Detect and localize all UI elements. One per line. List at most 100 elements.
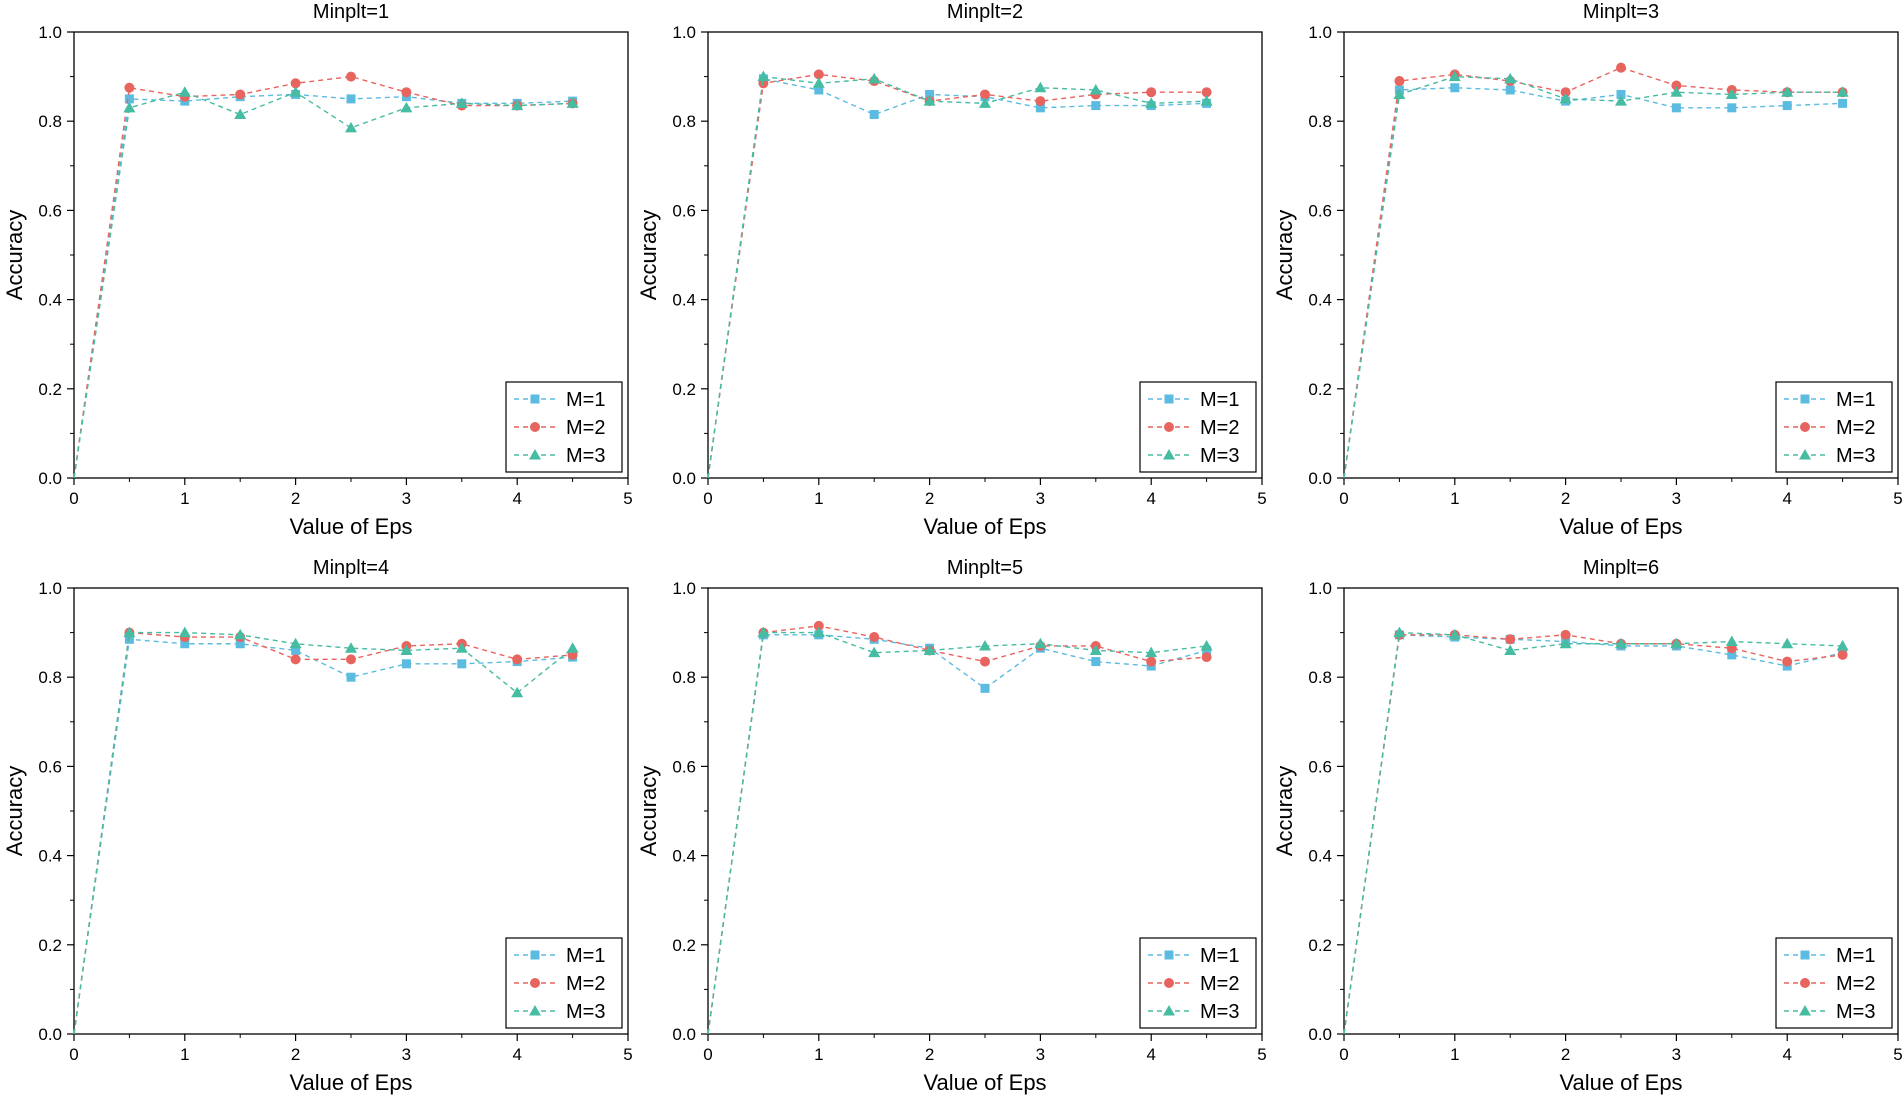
series-M=2 [73, 627, 578, 1035]
y-tick-label: 0.6 [672, 757, 696, 776]
data-point [1505, 85, 1515, 95]
data-point [979, 639, 991, 651]
x-tick-label: 4 [1146, 489, 1155, 508]
y-tick-label: 0.2 [672, 380, 696, 399]
legend-marker [1163, 449, 1175, 460]
data-point [290, 78, 301, 89]
data-point [869, 110, 879, 120]
series-line [707, 631, 1207, 1035]
y-tick-label: 0.0 [38, 469, 62, 488]
x-tick-label: 3 [1672, 1045, 1681, 1064]
data-point [1560, 629, 1571, 640]
series-M=3 [73, 86, 579, 479]
data-point [1145, 97, 1158, 108]
data-point [1146, 656, 1157, 667]
data-point [1504, 644, 1517, 655]
y-tick-label: 0.4 [38, 291, 62, 310]
series-line [73, 93, 573, 479]
series-M=3 [707, 70, 1213, 479]
data-point [1727, 650, 1737, 660]
y-tick-label: 1.0 [1308, 23, 1332, 42]
y-tick-label: 0.6 [672, 201, 696, 220]
data-point [868, 72, 881, 84]
legend-label: M=3 [1836, 1001, 1875, 1023]
chart-title: Minplt=5 [947, 557, 1023, 579]
x-tick-label: 1 [1450, 489, 1459, 508]
data-point [401, 659, 411, 669]
data-point [980, 89, 990, 100]
series-line [73, 75, 573, 479]
data-point [1615, 95, 1627, 106]
data-point [757, 626, 770, 638]
data-point [1450, 83, 1460, 93]
x-axis-label: Value of Eps [923, 514, 1046, 539]
legend-marker [529, 449, 541, 460]
x-tick-label: 5 [1257, 489, 1266, 508]
data-point [457, 659, 467, 669]
x-tick-label: 5 [623, 489, 632, 508]
y-tick-label: 0.0 [672, 1025, 696, 1044]
chart-svg: Minplt=4 0 1 2 3 4 5 0.0 0.2 0.4 0.6 0.8 1.0 Value of… [2, 557, 633, 1095]
data-point [869, 632, 880, 643]
legend-marker [1800, 394, 1810, 404]
y-tick-label: 0.8 [38, 668, 62, 687]
series-line [73, 631, 573, 1035]
series-M=3 [707, 626, 1213, 1035]
x-tick-label: 5 [1257, 1045, 1266, 1064]
x-tick-label: 3 [1036, 489, 1045, 508]
legend-marker [1799, 449, 1811, 460]
x-tick-label: 5 [1893, 1045, 1902, 1064]
y-tick-label: 0.8 [672, 668, 696, 687]
y-tick-label: 0.8 [672, 112, 696, 131]
data-point [1615, 637, 1627, 649]
data-point [123, 101, 136, 113]
x-tick-label: 1 [180, 1045, 189, 1064]
series-M=1 [1343, 83, 1848, 479]
chart-panel-4: Minplt=4 0 1 2 3 4 5 0.0 0.2 0.4 0.6 0.8 1.0 Value of… [0, 556, 633, 1096]
data-point [401, 87, 412, 98]
legend: M=1 M=2 M=3 [1775, 937, 1893, 1029]
y-axis-label: Accuracy [2, 766, 27, 856]
data-point [512, 654, 523, 665]
data-point [511, 686, 524, 698]
data-point [1838, 98, 1848, 108]
series-M=2 [707, 620, 1212, 1035]
legend-marker [1800, 950, 1810, 960]
data-point [1782, 656, 1793, 667]
series-line [1343, 66, 1843, 479]
x-tick-label: 0 [703, 1045, 712, 1064]
legend-label: M=2 [1836, 973, 1875, 995]
series-line [707, 634, 1207, 1035]
data-point [1394, 76, 1405, 87]
chart-svg: Minplt=5 0 1 2 3 4 5 0.0 0.2 0.4 0.6 0.8 1.0 Value of… [636, 557, 1267, 1095]
chart-svg: Minplt=1 0 1 2 3 4 5 0.0 0.2 0.4 0.6 0.8 1.0 Value of… [2, 1, 633, 539]
chart-panel-6: Minplt=6 0 1 2 3 4 5 0.0 0.2 0.4 0.6 0.8 1.0 Value of… [1270, 556, 1903, 1096]
data-point [1837, 649, 1848, 660]
chart-title: Minplt=6 [1583, 557, 1659, 579]
legend-label: M=2 [1836, 417, 1875, 439]
legend-marker [1164, 422, 1174, 432]
data-point [290, 654, 301, 665]
chart-svg: Minplt=2 0 1 2 3 4 5 0.0 0.2 0.4 0.6 0.8 1.0 Value of… [636, 1, 1267, 539]
data-point [1200, 95, 1213, 106]
data-point [1034, 81, 1047, 93]
legend-marker [530, 950, 540, 960]
data-point [925, 89, 935, 99]
x-axis-label: Value of Eps [923, 1070, 1046, 1095]
x-axis-label: Value of Eps [1559, 514, 1682, 539]
series-M=2 [707, 69, 1212, 479]
series-line [1343, 87, 1843, 479]
legend: M=1 M=2 M=3 [1775, 381, 1893, 473]
x-axis-label: Value of Eps [1559, 1070, 1682, 1095]
y-tick-label: 1.0 [38, 579, 62, 598]
data-point [455, 642, 468, 653]
x-tick-label: 5 [1893, 489, 1902, 508]
y-tick-label: 1.0 [672, 23, 696, 42]
y-tick-label: 0.6 [38, 201, 62, 220]
data-point [923, 644, 936, 655]
y-tick-label: 0.0 [1308, 469, 1332, 488]
data-point [1201, 652, 1212, 663]
series-line [73, 91, 573, 479]
series-line [1343, 634, 1843, 1035]
y-tick-label: 0.4 [1308, 291, 1332, 310]
